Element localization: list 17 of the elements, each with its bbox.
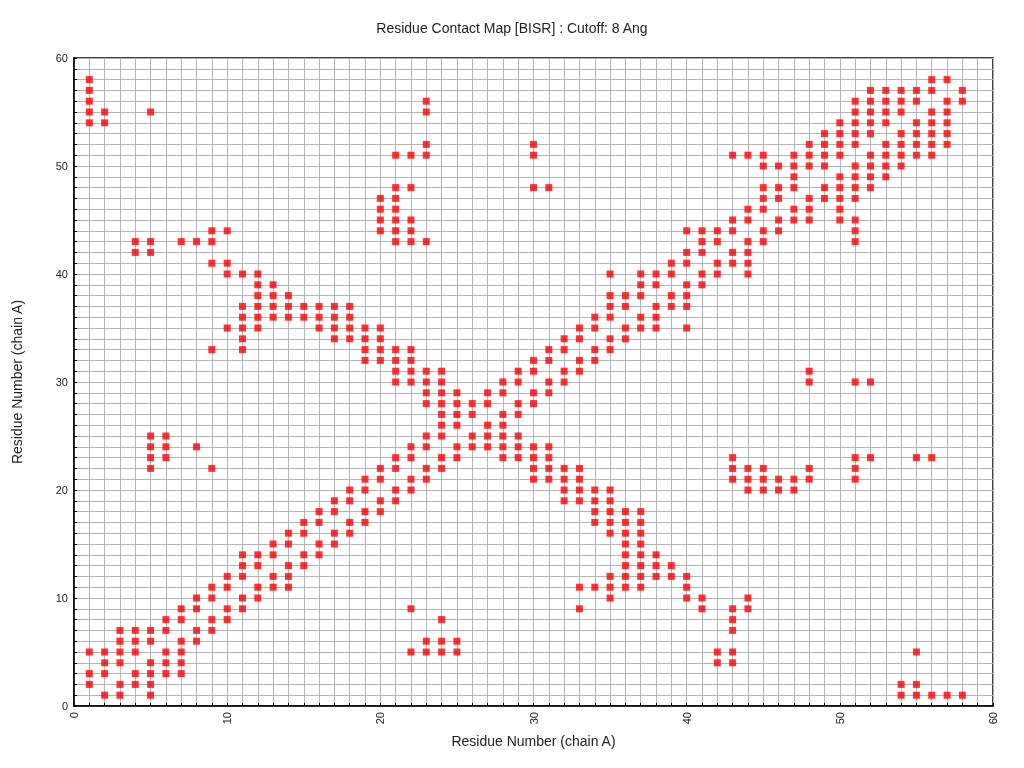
y-tick-label: 10 [55,592,68,604]
y-tick-label: 40 [55,268,68,280]
y-tick-label: 60 [55,52,68,64]
x-tick-label: 10 [221,712,234,725]
y-tick-label: 30 [55,376,68,388]
x-tick-label: 20 [374,712,387,725]
y-tick-label: 20 [55,484,68,496]
x-axis-title: Residue Number (chain A) [451,733,616,749]
x-tick-label: 30 [527,712,540,725]
chart-title: Residue Contact Map [BISR] : Cutoff: 8 Ang [376,20,648,36]
y-tick-label: 0 [61,700,68,712]
y-tick-label: 50 [55,160,68,172]
x-tick-label: 60 [987,712,999,725]
y-axis-title: Residue Number (chain A) [9,299,25,465]
x-tick-label: 50 [833,712,846,725]
x-tick-label: 40 [680,712,693,725]
x-tick-label: 0 [68,712,80,719]
